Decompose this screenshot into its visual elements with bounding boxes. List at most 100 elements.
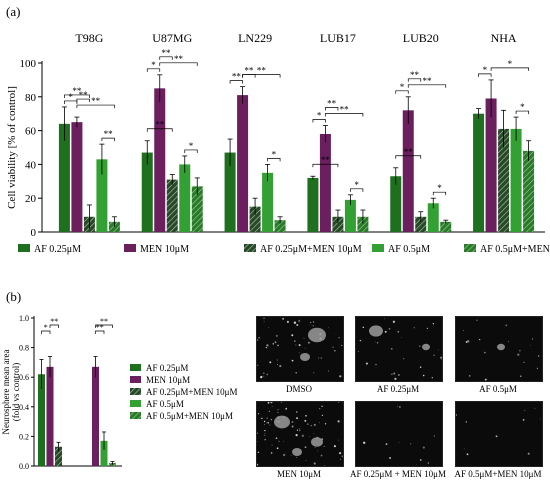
bar: [92, 366, 99, 466]
cell-speck: [270, 402, 273, 404]
bar: [58, 123, 70, 232]
micrograph-af025: [355, 316, 443, 382]
cell-speck: [410, 443, 412, 445]
significance-label: *: [437, 183, 442, 193]
cell-speck: [266, 422, 268, 424]
significance-label: *: [68, 92, 73, 102]
significance-label: *: [400, 82, 405, 92]
cell-speck: [520, 375, 522, 377]
cell-speck: [419, 366, 422, 368]
significance-label: **: [91, 96, 101, 106]
cell-speck: [462, 330, 464, 331]
cell-speck: [536, 367, 539, 370]
significance-bracket: [41, 330, 51, 334]
cell-speck: [362, 326, 365, 329]
micrograph-texture: [462, 319, 540, 381]
micrograph-dmso: [256, 316, 344, 382]
significance-bracket: [478, 73, 492, 77]
neurosphere: [308, 327, 326, 343]
cell-speck: [276, 364, 278, 366]
significance-bracket: [64, 94, 90, 98]
bar: [166, 179, 178, 232]
cell-speck: [321, 414, 324, 417]
cell-speck: [531, 338, 533, 340]
cell-speck: [310, 321, 312, 324]
significance-bracket: [325, 113, 364, 117]
bar: [319, 133, 331, 232]
bar: [440, 221, 452, 232]
cell-speck: [390, 347, 393, 350]
cell-speck: [391, 373, 393, 376]
legend-swatch: [130, 400, 141, 407]
significance-label: **: [155, 120, 165, 130]
cell-speck: [291, 334, 294, 337]
significance-label: *: [151, 60, 156, 70]
bar: [357, 216, 369, 232]
cell-speck: [280, 402, 283, 403]
bar: [510, 128, 522, 232]
cell-speck: [384, 330, 387, 333]
significance-label: **: [321, 155, 331, 165]
significance-label: **: [100, 317, 108, 326]
cell-speck: [384, 318, 385, 320]
y-tick-label: 80: [25, 92, 37, 104]
cell-speck: [283, 441, 284, 442]
cell-speck: [291, 425, 294, 428]
cell-speck: [315, 446, 316, 448]
cell-speck: [313, 423, 316, 426]
legend-label: MEN 10μM: [146, 375, 190, 385]
cell-speck: [258, 337, 260, 339]
cell-speck: [282, 318, 284, 320]
significance-bracket: [325, 107, 339, 111]
cell-speck: [524, 410, 526, 412]
cell-speck: [419, 459, 422, 461]
significance-label: *: [189, 141, 194, 151]
legend-label: AF 0.5μM+MEN 10μM: [480, 244, 550, 255]
significance-bracket: [146, 68, 161, 72]
legend-swatch: [130, 388, 141, 395]
bar: [249, 206, 261, 232]
bar: [473, 113, 485, 232]
bar: [191, 186, 203, 232]
cell-speck: [333, 445, 336, 448]
cell-speck: [476, 319, 478, 321]
cell-speck: [298, 344, 301, 347]
legend-swatch: [464, 244, 476, 252]
cell-speck: [257, 463, 259, 466]
bar: [71, 122, 83, 232]
micrograph-combo05: [455, 401, 543, 467]
bar: [523, 150, 535, 232]
cell-speck: [538, 355, 540, 357]
legend-swatch: [130, 412, 141, 419]
legend-swatch: [124, 244, 136, 252]
cell-speck: [291, 359, 294, 362]
cell-speck: [267, 422, 269, 424]
cell-speck: [523, 361, 525, 363]
cell-speck: [270, 418, 273, 421]
cell-speck: [357, 350, 360, 352]
cell-speck: [338, 402, 340, 403]
cell-speck: [263, 320, 265, 322]
cell-speck: [296, 429, 299, 431]
significance-label: **: [72, 86, 82, 96]
cell-speck: [309, 436, 311, 437]
cell-speck: [257, 432, 258, 434]
significance-label: **: [410, 70, 420, 80]
cell-speck: [265, 346, 268, 349]
cell-speck: [341, 344, 343, 347]
bar: [332, 216, 344, 232]
cell-speck: [393, 372, 396, 375]
cell-speck: [334, 350, 336, 352]
cell-speck: [264, 433, 266, 435]
cell-speck: [293, 321, 297, 324]
y-axis-label: Neurosphere mean area: [1, 350, 11, 435]
cell-speck: [316, 450, 318, 452]
bar: [179, 164, 191, 232]
cell-speck: [264, 434, 266, 436]
cell-speck: [294, 340, 296, 342]
cell-speck: [318, 357, 320, 359]
cell-speck: [426, 327, 429, 330]
chart-b: (b) 0.0 0.2 0.4 0.6 0.8 1.0 Neurosphere mean ar…: [1, 289, 238, 471]
cell-speck: [495, 435, 498, 438]
